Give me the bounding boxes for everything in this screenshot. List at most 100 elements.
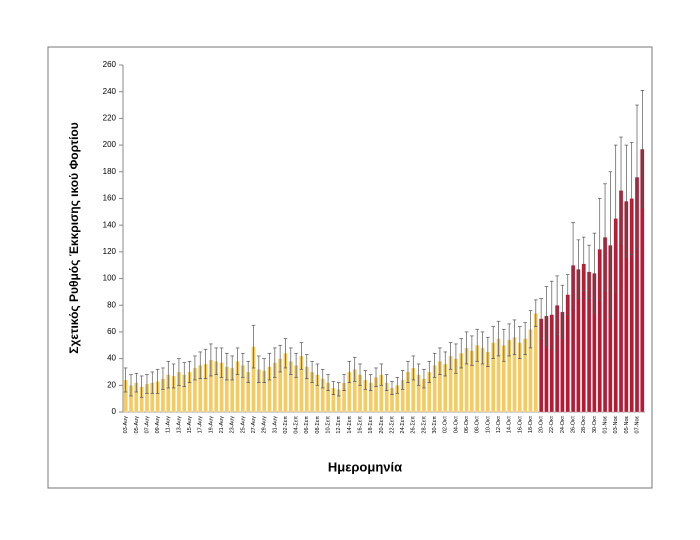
error-bar	[427, 360, 432, 383]
x-tick-label: 04-Οκτ	[453, 415, 459, 433]
error-bar	[384, 374, 389, 391]
x-tick-label: 08-Οκτ	[475, 415, 481, 433]
error-bar	[166, 360, 171, 389]
y-tick-label: 160	[103, 194, 117, 203]
error-bar	[581, 236, 586, 291]
x-tick-label: 22-Σεπ	[389, 416, 395, 434]
x-tick-label: 09-Αυγ	[155, 416, 161, 434]
y-tick-label: 260	[103, 60, 117, 69]
x-tick-label: 26-Οκτ	[571, 415, 577, 433]
error-bar	[395, 376, 400, 394]
error-bar	[390, 380, 394, 395]
y-tick-label: 20	[107, 380, 116, 389]
error-bar	[379, 363, 384, 386]
error-bar	[624, 144, 629, 258]
x-tick-label: 17-Αυγ	[198, 416, 204, 434]
error-bar	[411, 355, 416, 381]
error-bar	[123, 367, 128, 393]
error-bar	[214, 347, 219, 375]
error-bar	[273, 347, 277, 378]
error-bar	[576, 239, 581, 299]
error-bar	[283, 338, 288, 369]
error-bar	[358, 363, 362, 386]
error-bar	[438, 347, 442, 375]
error-bar	[288, 347, 293, 375]
error-bar	[507, 323, 511, 357]
x-tick-label: 14-Οκτ	[507, 415, 513, 433]
error-bar	[209, 343, 213, 377]
x-tick-label: 23-Αυγ	[230, 416, 236, 434]
x-tick-label: 13-Αυγ	[176, 416, 182, 434]
x-tick-label: 19-Αυγ	[208, 416, 214, 434]
x-tick-label: 10-Σεπ	[326, 416, 332, 434]
error-bar	[470, 335, 474, 366]
error-bar	[139, 375, 144, 398]
x-tick-label: 28-Οκτ	[581, 415, 587, 433]
x-tick-label: 22-Οκτ	[549, 415, 555, 433]
x-tick-label: 26-Σεπ	[411, 416, 417, 434]
error-bar	[182, 362, 187, 387]
y-axis-title: Σχετικός Ρυθμός Έκκρισης ικού Φορτίου	[67, 122, 81, 353]
error-bar	[549, 280, 554, 349]
x-tick-label: 05-Νοε	[624, 415, 630, 433]
x-tick-label: 10-Οκτ	[485, 415, 491, 433]
error-bar	[278, 344, 282, 373]
x-tick-label: 15-Αυγ	[187, 416, 193, 434]
x-tick-label: 30-Σεπ	[432, 416, 438, 434]
error-bar	[454, 343, 458, 374]
error-bar	[475, 328, 480, 362]
error-bar	[304, 354, 309, 379]
error-bar	[198, 351, 203, 379]
x-tick-label: 05-Αυγ	[134, 416, 140, 434]
x-tick-label: 02-Οκτ	[443, 415, 449, 433]
error-bar	[352, 356, 357, 382]
error-bar	[129, 374, 133, 397]
x-tick-label: 16-Σεπ	[357, 416, 363, 434]
error-bar	[225, 352, 229, 381]
error-bar	[486, 336, 490, 367]
x-tick-label: 06-Σεπ	[304, 416, 310, 434]
error-bar	[262, 358, 266, 383]
bar	[533, 313, 538, 413]
y-tick-label: 0	[112, 407, 117, 416]
error-bar	[267, 352, 272, 381]
error-bar	[597, 198, 602, 301]
error-bar	[326, 374, 330, 391]
y-tick-label: 120	[103, 247, 117, 256]
error-bar	[448, 342, 453, 370]
error-bar	[502, 328, 506, 362]
error-bar	[565, 274, 570, 315]
error-bar	[496, 320, 501, 357]
error-bar	[603, 183, 607, 291]
error-bar	[347, 360, 352, 383]
y-tick-label: 200	[103, 140, 117, 149]
error-bar	[518, 326, 522, 359]
error-bar	[629, 142, 634, 255]
error-bar	[171, 363, 176, 389]
error-bar	[587, 244, 591, 299]
x-tick-label: 18-Οκτ	[528, 415, 534, 433]
error-bar	[608, 171, 613, 319]
error-bar	[635, 104, 639, 250]
x-tick-label: 07-Αυγ	[144, 416, 150, 434]
x-tick-label: 11-Αυγ	[166, 416, 172, 433]
error-bar	[203, 348, 208, 379]
x-tick-label: 01-Νοε	[603, 415, 609, 433]
error-bar	[187, 360, 192, 383]
error-bar	[251, 324, 256, 369]
error-bar	[145, 374, 149, 394]
error-bar	[193, 355, 197, 381]
y-tick-label: 240	[103, 87, 117, 96]
x-tick-label: 03-Νοε	[613, 415, 619, 433]
error-bar	[368, 374, 373, 391]
error-bar	[241, 352, 245, 378]
error-bar	[512, 319, 517, 355]
y-tick-label: 40	[107, 354, 116, 363]
x-tick-label: 31-Αυγ	[272, 416, 278, 434]
error-bar	[592, 232, 597, 314]
error-bar	[177, 358, 181, 386]
error-bar	[480, 331, 485, 365]
error-bar	[422, 368, 426, 389]
x-tick-label: 06-Οκτ	[464, 415, 470, 433]
x-tick-label: 24-Οκτ	[560, 415, 566, 433]
